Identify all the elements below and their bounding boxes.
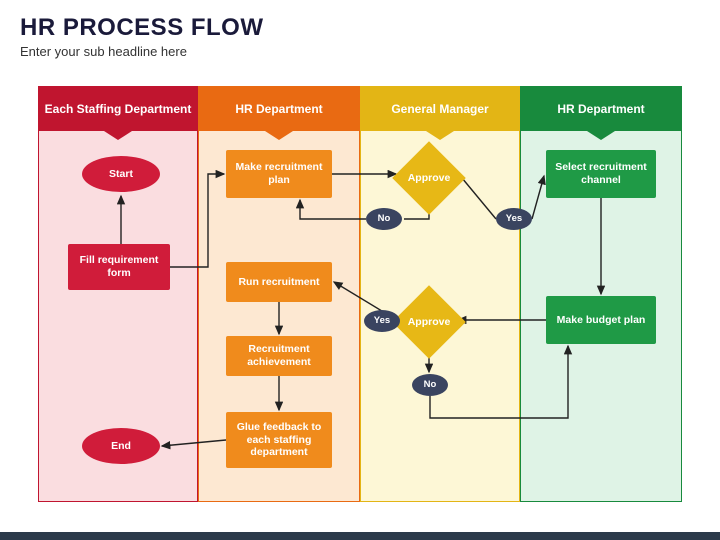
node-end: End: [82, 428, 160, 464]
node-fill: Fill requirement form: [68, 244, 170, 290]
flowchart-stage: Each Staffing DepartmentHR DepartmentGen…: [38, 86, 682, 502]
node-plan: Make recruitment plan: [226, 150, 332, 198]
node-yes1: Yes: [496, 208, 532, 230]
swimlane-header-2: General Manager: [361, 87, 519, 131]
page-subtitle: Enter your sub headline here: [0, 44, 720, 69]
footer-bar: [0, 532, 720, 540]
swimlane-header-1: HR Department: [199, 87, 359, 131]
node-select: Select recruitment channel: [546, 150, 656, 198]
swimlane-header-3: HR Department: [521, 87, 681, 131]
swimlane-header-0: Each Staffing Department: [39, 87, 197, 131]
node-ach: Recruitment achievement: [226, 336, 332, 376]
node-run: Run recruitment: [226, 262, 332, 302]
node-no2: No: [412, 374, 448, 396]
node-no1: No: [366, 208, 402, 230]
node-start: Start: [82, 156, 160, 192]
node-yes2: Yes: [364, 310, 400, 332]
swimlane-2: General Manager: [360, 86, 520, 502]
page-title: HR PROCESS FLOW: [0, 0, 720, 44]
node-glue: Glue feedback to each staffing departmen…: [226, 412, 332, 468]
node-budget: Make budget plan: [546, 296, 656, 344]
swimlane-3: HR Department: [520, 86, 682, 502]
